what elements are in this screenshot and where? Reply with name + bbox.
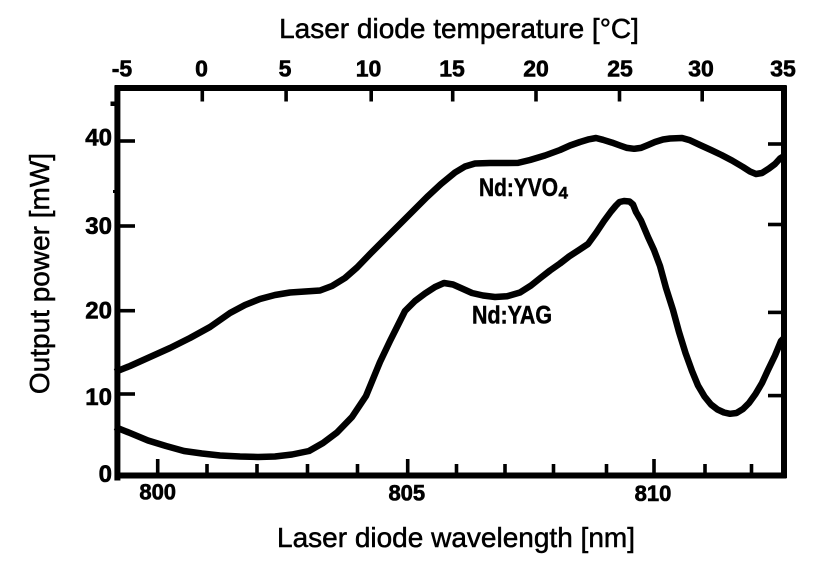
svg-text:5: 5	[279, 56, 292, 82]
svg-text:30: 30	[85, 213, 112, 240]
svg-text:-5: -5	[112, 56, 133, 82]
svg-text:30: 30	[688, 56, 714, 82]
svg-text:800: 800	[139, 480, 176, 505]
svg-text:Nd:YVO: Nd:YVO	[479, 174, 558, 202]
svg-text:10: 10	[356, 56, 382, 82]
svg-text:20: 20	[523, 56, 549, 82]
svg-text:10: 10	[85, 384, 112, 411]
svg-text:35: 35	[770, 56, 796, 82]
svg-text:15: 15	[439, 56, 465, 82]
svg-text:25: 25	[607, 56, 633, 82]
svg-text:Laser diode temperature [°C]: Laser diode temperature [°C]	[279, 13, 639, 44]
svg-text:Output power [mW]: Output power [mW]	[24, 153, 55, 394]
svg-text:Nd:YAG: Nd:YAG	[472, 302, 552, 330]
svg-text:0: 0	[99, 461, 112, 488]
svg-text:805: 805	[388, 481, 425, 506]
svg-text:20: 20	[85, 298, 112, 325]
svg-text:40: 40	[85, 125, 112, 152]
svg-text:Laser diode wavelength [nm]: Laser diode wavelength [nm]	[277, 522, 635, 553]
svg-text:810: 810	[635, 481, 672, 506]
svg-text:4: 4	[559, 184, 569, 203]
svg-text:0: 0	[195, 56, 208, 82]
